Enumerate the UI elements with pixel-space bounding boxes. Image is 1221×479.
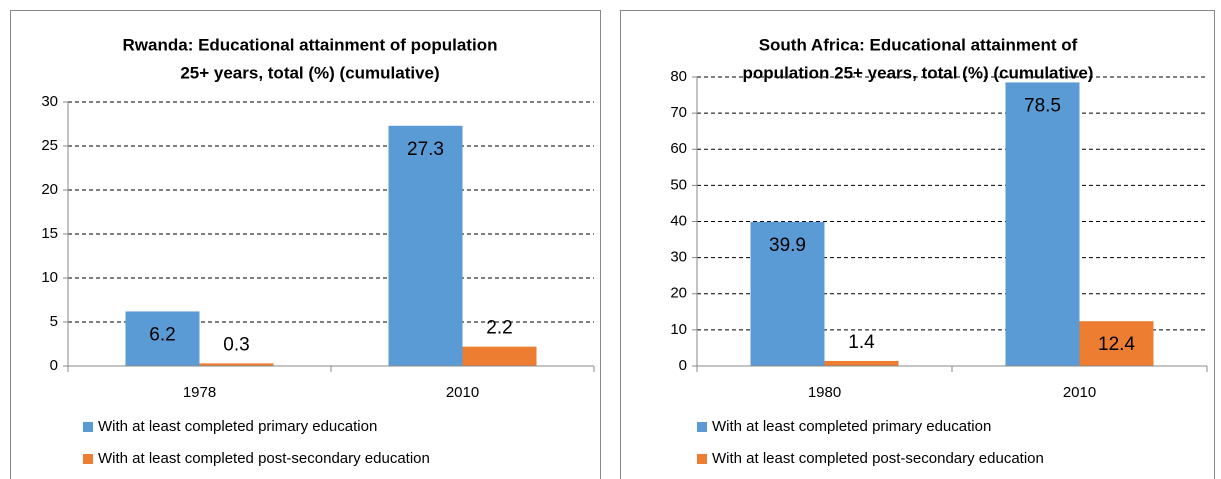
value-label: 6.2 [149,324,175,345]
legend-label: With at least completed post-secondary e… [712,450,1044,467]
x-tick-label: 1978 [183,384,216,401]
y-tick-label: 20 [670,285,687,302]
y-tick-label: 30 [41,93,58,110]
bar [462,346,537,366]
bar [388,125,463,366]
y-tick-label: 40 [670,212,687,229]
chart-title: Rwanda: Educational attainment of popula… [123,35,498,54]
value-label: 78.5 [1024,95,1061,116]
chart-title: 25+ years, total (%) (cumulative) [180,63,439,82]
y-tick-label: 25 [41,137,58,154]
y-tick-label: 0 [679,357,687,374]
y-tick-label: 50 [670,176,687,193]
value-label: 0.3 [223,334,249,355]
y-tick-label: 5 [50,313,58,330]
value-label: 12.4 [1098,334,1135,355]
chart-title: South Africa: Educational attainment of [759,35,1078,54]
legend-swatch [83,422,93,432]
bar [125,311,200,366]
bar [1005,82,1080,366]
x-tick-label: 2010 [1063,384,1096,401]
value-label: 27.3 [407,139,444,160]
value-label: 2.2 [486,318,512,339]
bar [824,360,899,366]
value-label: 1.4 [848,332,875,353]
bar [750,221,825,366]
chart-title: population 25+ years, total (%) (cumulat… [743,63,1094,82]
bar [199,363,274,366]
y-tick-label: 10 [670,321,687,338]
y-tick-label: 20 [41,181,58,198]
legend-label: With at least completed primary educatio… [98,418,377,435]
y-tick-label: 80 [670,68,687,85]
chart-frame [10,10,601,479]
y-tick-label: 15 [41,225,58,242]
bar [1079,321,1154,366]
y-tick-label: 60 [670,140,687,157]
x-tick-label: 2010 [446,384,479,401]
value-label: 39.9 [769,235,806,256]
legend-label: With at least completed primary educatio… [712,418,991,435]
chart-frame [620,10,1215,479]
x-tick-label: 1980 [808,384,841,401]
legend-swatch [697,454,707,464]
y-tick-label: 0 [50,357,58,374]
y-tick-label: 10 [41,269,58,286]
y-tick-label: 30 [670,249,687,266]
legend-label: With at least completed post-secondary e… [98,450,430,467]
legend-swatch [697,422,707,432]
legend-swatch [83,454,93,464]
y-tick-label: 70 [670,104,687,121]
